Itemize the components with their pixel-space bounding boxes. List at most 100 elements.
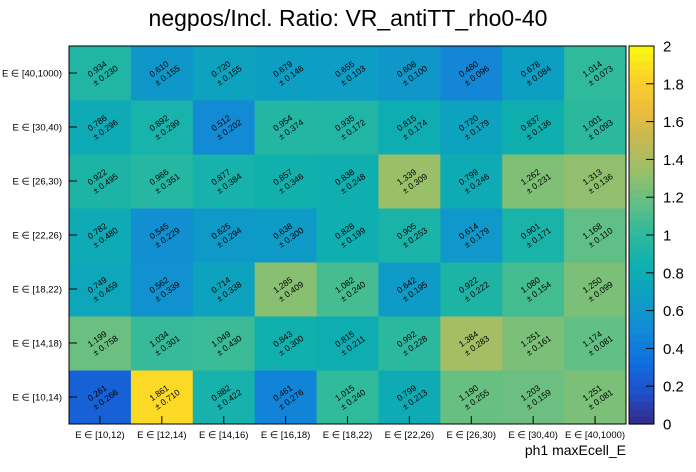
colorbar-segment: [629, 287, 654, 297]
colorbar-segment: [629, 348, 654, 357]
colorbar-segment: [629, 310, 654, 319]
colorbar-segment: [629, 340, 654, 349]
heatmap-cell: [69, 316, 132, 371]
heatmap-cell: [502, 316, 565, 371]
colorbar-segment: [629, 121, 654, 130]
y-tick-label: E ∈ [40,1000): [2, 69, 62, 80]
colorbar-segment: [629, 91, 654, 100]
colorbar-segment: [629, 204, 654, 213]
heatmap-cell: [69, 100, 132, 155]
heatmap-cell: [69, 154, 132, 209]
heatmap-cell: [69, 208, 132, 263]
colorbar-segment: [629, 174, 654, 183]
heatmap-cell: [378, 316, 441, 371]
heatmap-cell: [564, 262, 627, 317]
heatmap-cell: [564, 370, 627, 425]
heatmap-cell: [254, 316, 318, 371]
colorbar-segment: [629, 318, 654, 327]
colorbar-segment: [629, 325, 654, 334]
colorbar-tick-label: 2: [663, 39, 671, 56]
colorbar-tick-label: 0.4: [663, 341, 684, 358]
x-tick-label: E ∈ [40,1000): [565, 430, 625, 441]
x-axis-title: ph1 maxEcell_E: [525, 442, 626, 458]
colorbar-segment: [629, 295, 654, 304]
colorbar-tick-label: 0.6: [663, 303, 684, 320]
colorbar-segment: [629, 98, 654, 108]
colorbar-segment: [629, 235, 654, 244]
heatmap-cell: [502, 262, 565, 317]
heatmap-cell: [254, 208, 318, 263]
colorbar-segment: [629, 386, 654, 395]
colorbar-segment: [629, 333, 654, 342]
colorbar-segment: [629, 219, 654, 229]
colorbar-segment: [629, 363, 654, 372]
heatmap-cell: [564, 154, 627, 209]
y-tick-label: E ∈ [26,30): [13, 177, 62, 188]
colorbar-segment: [629, 371, 654, 380]
heatmap-cell: [69, 46, 132, 101]
colorbar-segment: [629, 401, 654, 410]
heatmap-cell: [254, 154, 318, 209]
heatmap-cell: [192, 46, 256, 101]
colorbar-segment: [629, 83, 654, 92]
x-tick-label: E ∈ [22,26): [385, 430, 434, 441]
heatmap-cell: [502, 46, 565, 101]
heatmap-cell: [254, 370, 318, 425]
colorbar-tick-label: 0: [663, 417, 671, 434]
heatmap-cell: [440, 100, 503, 155]
heatmap-cell: [316, 100, 379, 155]
colorbar-segment: [629, 144, 654, 153]
colorbar-segment: [629, 212, 654, 221]
heatmap-cell: [130, 208, 194, 263]
colorbar-segment: [629, 393, 654, 402]
heatmap-cell: [564, 316, 627, 371]
heatmap-cell: [130, 262, 194, 317]
colorbar-tick-label: 0.8: [663, 265, 684, 282]
heatmap-cell: [130, 370, 194, 425]
colorbar-segment: [629, 416, 654, 425]
colorbar-segment: [629, 53, 654, 62]
heatmap-cell: [254, 46, 318, 101]
x-tick-label: E ∈ [26,30): [447, 430, 496, 441]
heatmap-cell: [564, 100, 627, 155]
heatmap-cell: [378, 46, 441, 101]
colorbar-segment: [629, 197, 654, 206]
heatmap-cell: [440, 262, 503, 317]
colorbar-segment: [629, 129, 654, 138]
heatmap-cell: [130, 100, 194, 155]
heatmap-cell: [192, 100, 256, 155]
heatmap-cell: [440, 46, 503, 101]
heatmap-cell: [192, 316, 256, 371]
heatmap-cell: [316, 316, 379, 371]
colorbar-segment: [629, 46, 654, 55]
heatmap-cell: [316, 262, 379, 317]
colorbar-segment: [629, 272, 654, 281]
colorbar-segment: [629, 250, 654, 259]
x-tick-label: E ∈ [16,18): [261, 430, 310, 441]
y-tick-label: E ∈ [10,14): [13, 393, 62, 404]
x-tick-label: E ∈ [18,22): [323, 430, 372, 441]
colorbar-tick-label: 1.8: [663, 76, 684, 93]
heatmap-cell: [502, 208, 565, 263]
colorbar-segment: [629, 265, 654, 274]
colorbar-tick-label: 0.2: [663, 379, 684, 396]
colorbar-segment: [629, 68, 654, 77]
heatmap-cell: [378, 208, 441, 263]
heatmap-cell: [378, 370, 441, 425]
colorbar-segment: [629, 355, 654, 365]
heatmap-cell: [130, 154, 194, 209]
heatmap-cell: [69, 262, 132, 317]
colorbar-segment: [629, 257, 654, 266]
colorbar-segment: [629, 182, 654, 191]
colorbar-segment: [629, 114, 654, 123]
heatmap-cell: [130, 46, 194, 101]
y-tick-label: E ∈ [18,22): [13, 285, 62, 296]
heatmap-cell: [564, 46, 627, 101]
heatmap-cell: [440, 370, 503, 425]
colorbar-segment: [629, 227, 654, 236]
colorbar-segment: [629, 136, 654, 145]
y-tick-label: E ∈ [30,40): [13, 123, 62, 134]
colorbar-segment: [629, 303, 654, 312]
heatmap-cell: [564, 208, 627, 263]
